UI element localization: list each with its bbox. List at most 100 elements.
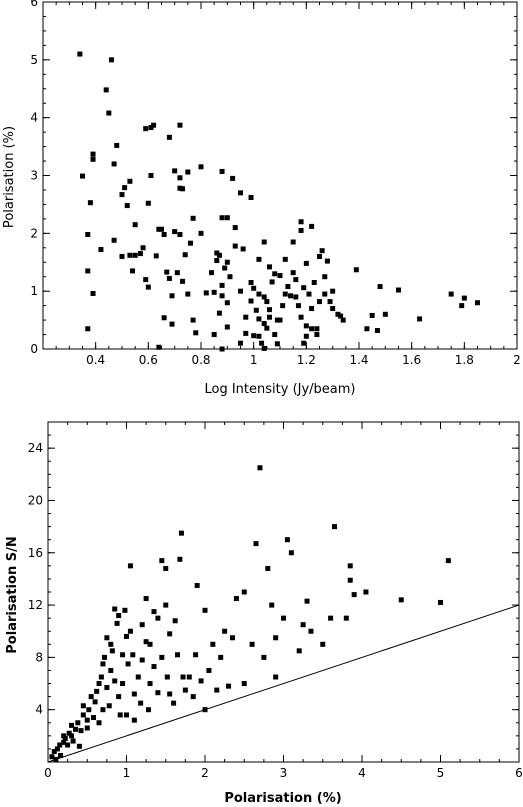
top-data-point <box>301 340 307 346</box>
top-data-point <box>172 229 178 235</box>
top-data-point <box>161 231 167 237</box>
bottom-data-point <box>147 641 153 647</box>
bottom-data-point <box>57 742 63 748</box>
top-data-point <box>98 247 104 253</box>
top-data-point <box>219 282 225 288</box>
top-data-point <box>224 215 230 221</box>
top-data-point <box>169 321 175 327</box>
bottom-data-point <box>347 563 353 569</box>
top-data-point <box>156 344 162 350</box>
bottom-data-point <box>241 681 247 687</box>
bottom-data-point <box>96 681 102 687</box>
bottom-data-point <box>84 717 90 723</box>
top-data-point <box>90 290 96 296</box>
top-data-point <box>248 279 254 285</box>
top-data-point <box>285 284 291 290</box>
top-data-point <box>219 293 225 299</box>
top-data-point <box>364 326 370 332</box>
top-data-point <box>111 237 117 243</box>
top-data-point <box>124 203 130 209</box>
top-data-point <box>182 252 188 258</box>
top-x-tick-label: 1 <box>250 353 258 367</box>
bottom-data-point <box>114 620 120 626</box>
bottom-data-point <box>80 703 86 709</box>
bottom-data-point <box>222 628 228 634</box>
bottom-data-point <box>49 754 55 760</box>
bottom-data-point <box>151 664 157 670</box>
bottom-data-point <box>159 558 165 564</box>
bottom-x-tick-label: 2 <box>201 766 209 780</box>
bottom-data-point <box>151 609 157 615</box>
bottom-data-point <box>163 565 169 571</box>
top-data-point <box>166 275 172 281</box>
top-data-point <box>203 290 209 296</box>
top-data-point <box>261 294 267 300</box>
top-data-point <box>132 222 138 228</box>
bottom-y-tick-label: 8 <box>35 650 43 664</box>
bottom-data-point <box>76 743 82 749</box>
top-data-point <box>230 175 236 181</box>
top-data-point <box>190 215 196 221</box>
top-data-point <box>377 284 383 290</box>
top-data-point <box>317 299 322 305</box>
bottom-data-point <box>116 694 122 700</box>
top-data-point <box>266 264 272 270</box>
bottom-data-point <box>261 654 267 660</box>
bottom-data-point <box>288 550 294 556</box>
top-data-point <box>396 287 401 293</box>
top-data-point <box>90 156 96 162</box>
bottom-plot-frame <box>47 421 520 763</box>
bottom-data-point <box>120 652 126 658</box>
top-data-point <box>169 293 175 299</box>
top-data-point <box>214 258 220 264</box>
top-data-point <box>264 325 270 331</box>
top-data-point <box>277 317 283 323</box>
top-data-point <box>143 277 149 283</box>
bottom-data-point <box>257 465 263 471</box>
top-data-point <box>80 173 85 179</box>
bottom-data-point <box>167 631 173 637</box>
top-data-point <box>261 321 267 327</box>
bottom-data-point <box>66 730 72 736</box>
top-x-axis-label: Log Intensity (Jy/beam) <box>205 382 356 397</box>
top-scatter-plot: 0.4 0.6 0.8 1 1.2 1.4 1.6 1.8 2 0 1 2 3 4 5 6 <box>30 0 520 367</box>
top-data-point <box>177 231 183 237</box>
bottom-x-tick-label: 1 <box>123 766 131 780</box>
top-data-point <box>224 324 230 330</box>
top-y-tick-label: 1 <box>30 284 38 298</box>
top-data-point <box>90 151 96 157</box>
top-x-tick-label: 2 <box>513 353 521 367</box>
top-data-point <box>293 294 299 300</box>
top-data-point <box>145 284 151 290</box>
top-data-point <box>272 332 278 338</box>
bottom-data-point <box>253 541 259 547</box>
bottom-data-point <box>300 622 306 628</box>
top-data-point <box>140 245 146 251</box>
bottom-data-point <box>233 596 239 602</box>
bottom-data-point <box>308 628 314 634</box>
bottom-data-point <box>70 738 76 744</box>
bottom-data-point <box>75 720 81 726</box>
top-data-point <box>177 122 183 128</box>
bottom-y-tick-label: 4 <box>35 703 43 717</box>
bottom-data-point <box>202 607 208 613</box>
bottom-data-point <box>127 563 133 569</box>
top-data-point <box>306 291 312 297</box>
bottom-y-tick-label: 24 <box>28 441 43 455</box>
top-data-point <box>164 269 170 275</box>
top-data-point <box>190 317 196 323</box>
bottom-data-point <box>54 746 60 752</box>
top-data-point <box>256 291 262 297</box>
top-data-point <box>216 310 222 316</box>
top-data-point <box>314 326 320 332</box>
top-data-point <box>159 226 164 232</box>
top-data-point <box>382 311 388 317</box>
top-data-point <box>248 194 254 200</box>
top-data-point <box>216 252 222 258</box>
bottom-data-point <box>363 589 369 595</box>
bottom-x-tick-label: 3 <box>280 766 288 780</box>
top-data-point <box>211 289 217 295</box>
top-data-point <box>198 164 204 170</box>
top-data-point <box>224 300 230 306</box>
